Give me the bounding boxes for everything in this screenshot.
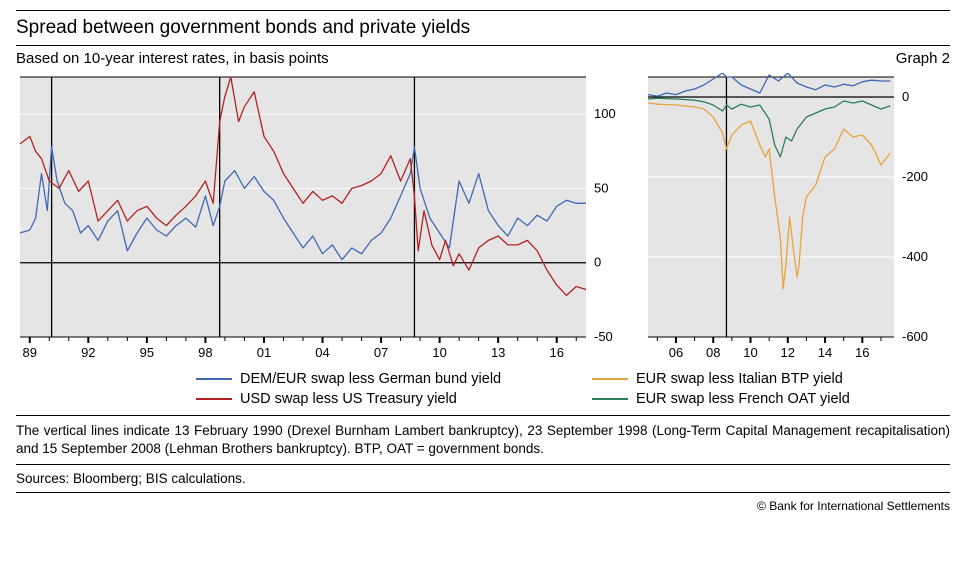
- footnote-text: The vertical lines indicate 13 February …: [16, 422, 950, 458]
- legend: DEM/EUR swap less German bund yield USD s…: [16, 371, 950, 407]
- sources-text: Sources: Bloomberg; BIS calculations.: [16, 471, 950, 486]
- svg-text:16: 16: [549, 345, 563, 360]
- svg-text:-400: -400: [902, 249, 928, 264]
- svg-text:-200: -200: [902, 169, 928, 184]
- chart-subtitle: Based on 10-year interest rates, in basi…: [16, 50, 329, 67]
- chart-title: Spread between government bonds and priv…: [16, 17, 950, 39]
- legend-item: EUR swap less French OAT yield: [592, 391, 850, 407]
- legend-label: EUR swap less French OAT yield: [636, 391, 850, 407]
- svg-text:95: 95: [140, 345, 154, 360]
- svg-text:13: 13: [491, 345, 505, 360]
- svg-text:10: 10: [432, 345, 446, 360]
- svg-text:06: 06: [669, 345, 683, 360]
- svg-text:12: 12: [781, 345, 795, 360]
- legend-label: USD swap less US Treasury yield: [240, 391, 457, 407]
- svg-text:50: 50: [594, 180, 608, 195]
- svg-text:-600: -600: [902, 329, 928, 344]
- graph-number: Graph 2: [896, 50, 950, 67]
- svg-text:07: 07: [374, 345, 388, 360]
- right-chart: -600 -400 -200 0 06 08 10 12 14 16: [644, 73, 944, 363]
- svg-text:04: 04: [315, 345, 329, 360]
- svg-text:14: 14: [818, 345, 832, 360]
- legend-label: DEM/EUR swap less German bund yield: [240, 371, 501, 387]
- left-chart: -50 0 50 100 89 92 95 98 01 04 07 10 13 16: [16, 73, 636, 363]
- svg-text:01: 01: [257, 345, 271, 360]
- legend-item: DEM/EUR swap less German bund yield: [196, 371, 501, 387]
- copyright-text: © Bank for International Settlements: [16, 499, 950, 513]
- svg-text:10: 10: [743, 345, 757, 360]
- legend-label: EUR swap less Italian BTP yield: [636, 371, 843, 387]
- legend-item: USD swap less US Treasury yield: [196, 391, 501, 407]
- svg-text:0: 0: [902, 89, 909, 104]
- svg-text:100: 100: [594, 106, 616, 121]
- svg-text:0: 0: [594, 255, 601, 270]
- svg-text:-50: -50: [594, 329, 613, 344]
- svg-text:08: 08: [706, 345, 720, 360]
- legend-item: EUR swap less Italian BTP yield: [592, 371, 850, 387]
- svg-text:92: 92: [81, 345, 95, 360]
- svg-text:98: 98: [198, 345, 212, 360]
- svg-text:16: 16: [855, 345, 869, 360]
- svg-text:89: 89: [23, 345, 37, 360]
